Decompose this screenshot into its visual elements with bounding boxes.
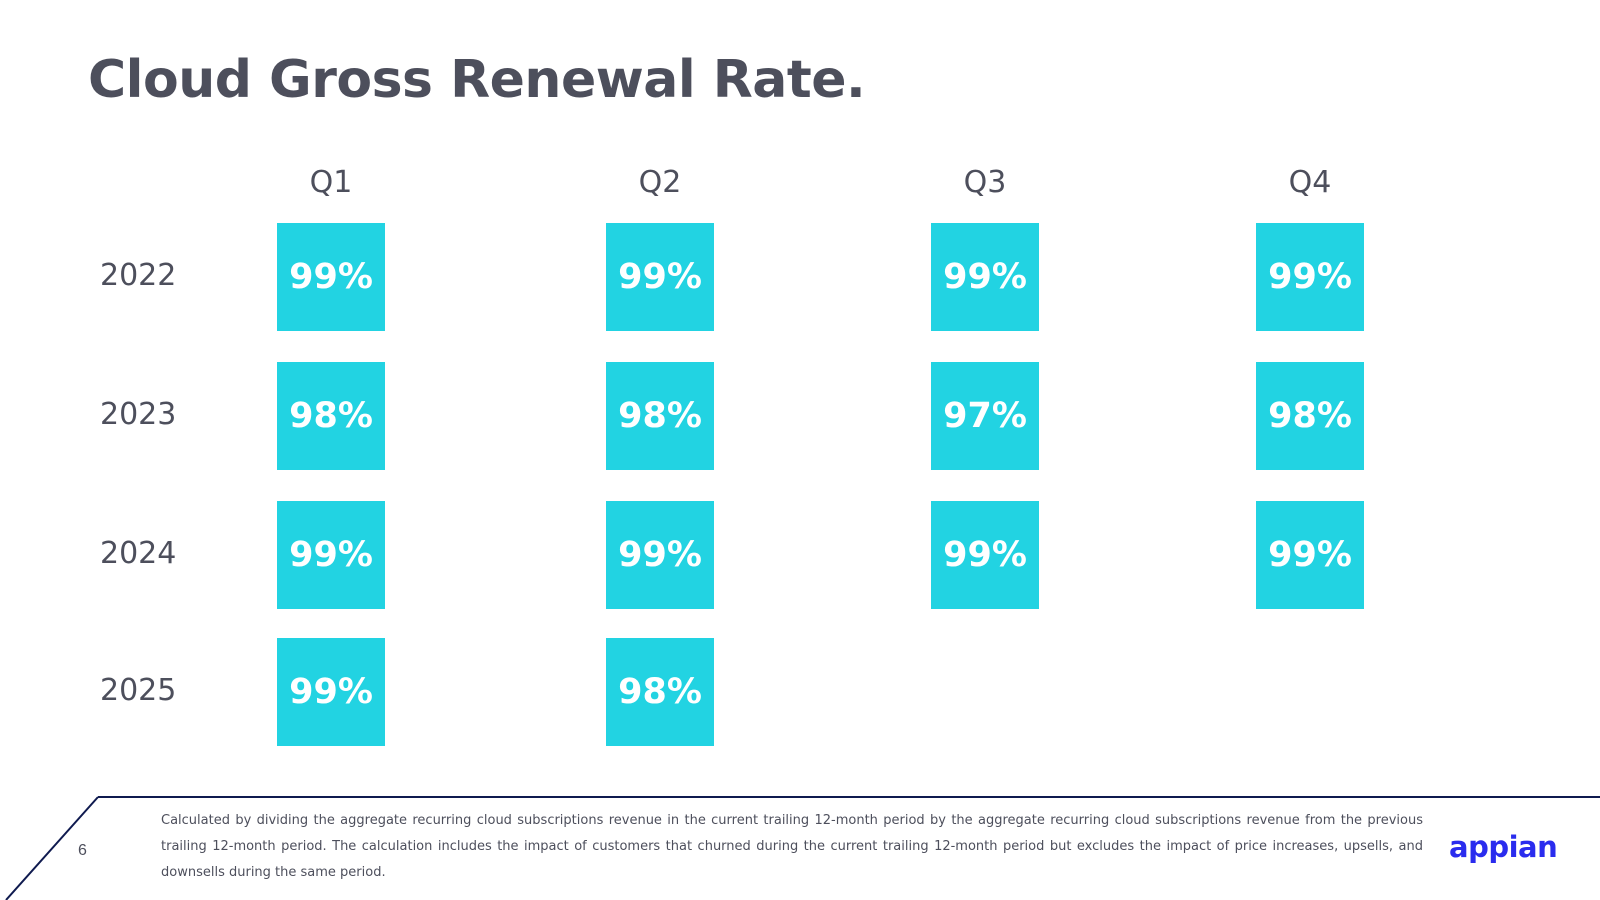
year-label-2025: 2025	[100, 673, 177, 708]
footer-divider-diagonal	[5, 796, 99, 900]
rate-cell-2025-q1: 99%	[277, 638, 385, 746]
rate-cell-2024-q1: 99%	[277, 501, 385, 609]
year-label-2024: 2024	[100, 536, 177, 571]
quarter-label-q2: Q2	[638, 165, 682, 200]
rate-cell-2025-q2: 98%	[606, 638, 714, 746]
rate-cell-2024-q3: 99%	[931, 501, 1039, 609]
rate-cell-2024-q2: 99%	[606, 501, 714, 609]
rate-cell-2023-q2: 98%	[606, 362, 714, 470]
quarter-label-q1: Q1	[309, 165, 353, 200]
rate-cell-2023-q4: 98%	[1256, 362, 1364, 470]
appian-logo: appian	[1449, 830, 1558, 864]
rate-cell-2022-q2: 99%	[606, 223, 714, 331]
rate-cell-2024-q4: 99%	[1256, 501, 1364, 609]
rate-cell-2022-q3: 99%	[931, 223, 1039, 331]
year-label-2022: 2022	[100, 258, 177, 293]
page-title: Cloud Gross Renewal Rate.	[88, 50, 866, 110]
rate-cell-2023-q1: 98%	[277, 362, 385, 470]
page-number: 6	[78, 842, 87, 859]
quarter-label-q3: Q3	[963, 165, 1007, 200]
rate-cell-2023-q3: 97%	[931, 362, 1039, 470]
quarter-label-q4: Q4	[1288, 165, 1332, 200]
year-label-2023: 2023	[100, 397, 177, 432]
footnote: Calculated by dividing the aggregate rec…	[161, 813, 1423, 880]
rate-cell-2022-q4: 99%	[1256, 223, 1364, 331]
rate-cell-2022-q1: 99%	[277, 223, 385, 331]
